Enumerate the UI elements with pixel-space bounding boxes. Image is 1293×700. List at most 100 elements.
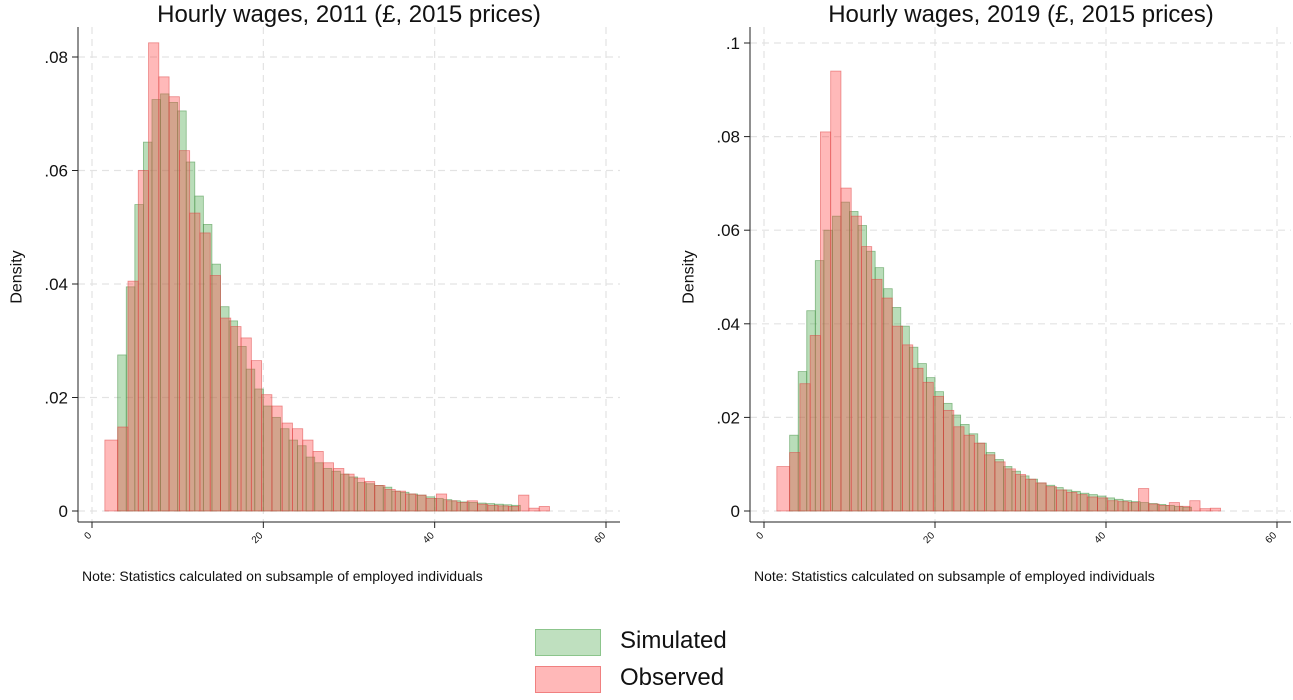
- bar-observed-14: [250, 360, 263, 512]
- bar-observed-25: [364, 481, 376, 512]
- bar-observed-41: [1199, 508, 1211, 512]
- bar-observed-4: [820, 131, 832, 512]
- bar-observed-0: [104, 439, 119, 512]
- bar-observed-13: [240, 337, 252, 512]
- bar-observed-25: [1035, 482, 1047, 512]
- bar-observed-15: [261, 394, 273, 512]
- bar-observed-33: [1117, 501, 1129, 512]
- bar-observed-24: [353, 477, 365, 512]
- x-tick-label-3: 60: [1263, 530, 1279, 546]
- bar-observed-30: [1086, 496, 1098, 512]
- bar-observed-7: [850, 215, 862, 512]
- y-tick-label-3: .06: [44, 162, 68, 181]
- bar-observed-16: [271, 405, 283, 512]
- bar-observed-40: [518, 494, 530, 512]
- bar-observed-7: [178, 150, 191, 512]
- bar-observed-22: [333, 468, 345, 512]
- y-tick-label-2: .04: [44, 275, 68, 294]
- y-tick-label-4: .08: [44, 48, 68, 67]
- bar-observed-28: [1066, 491, 1078, 512]
- y-axis-label: Density: [681, 250, 698, 303]
- x-tick-label-0: 0: [754, 530, 766, 542]
- bar-observed-41: [528, 507, 540, 512]
- bar-observed-18: [963, 434, 975, 512]
- bar-observed-27: [384, 489, 396, 512]
- bar-observed-3: [809, 335, 821, 512]
- bar-observed-21: [322, 462, 334, 512]
- bar-observed-16: [943, 409, 955, 512]
- bar-observed-26: [374, 485, 386, 512]
- y-tick-label-0: 0: [59, 502, 68, 521]
- bar-observed-19: [973, 442, 985, 512]
- y-tick-label-5: .1: [726, 34, 740, 53]
- bar-observed-37: [487, 504, 499, 512]
- bar-observed-42: [538, 506, 550, 512]
- x-tick-label-2: 40: [421, 530, 437, 546]
- bar-observed-10: [881, 297, 893, 512]
- bar-observed-8: [189, 212, 201, 512]
- bar-observed-24: [1025, 478, 1037, 512]
- bar-observed-3: [137, 170, 149, 512]
- bar-observed-14: [922, 381, 934, 512]
- bar-observed-18: [292, 428, 304, 512]
- bar-observed-28: [394, 490, 406, 512]
- y-axis-label: Density: [9, 250, 26, 303]
- bar-observed-5: [830, 70, 842, 512]
- bar-observed-2: [127, 280, 139, 512]
- bar-observed-4: [148, 42, 160, 512]
- bar-observed-20: [312, 451, 324, 512]
- bar-observed-8: [861, 246, 873, 512]
- x-tick-label-1: 20: [921, 530, 937, 546]
- legend: Simulated Observed: [535, 626, 835, 700]
- legend-label-observed: Observed: [620, 664, 725, 691]
- bar-observed-36: [1148, 503, 1160, 512]
- bar-observed-42: [1209, 507, 1221, 512]
- bar-observed-6: [168, 96, 180, 512]
- bar-observed-39: [1179, 505, 1191, 512]
- bar-observed-9: [199, 232, 211, 512]
- bar-observed-40: [1189, 500, 1201, 512]
- chart-note: Note: Statistics calculated on subsample…: [82, 568, 483, 584]
- bar-observed-21: [994, 461, 1006, 512]
- bar-observed-34: [456, 502, 468, 512]
- bar-observed-15: [932, 395, 944, 512]
- bar-observed-0: [776, 466, 791, 512]
- bar-observed-6: [840, 187, 852, 512]
- bar-observed-31: [1097, 497, 1109, 512]
- bar-observed-12: [902, 344, 914, 512]
- legend-label-simulated: Simulated: [620, 627, 727, 654]
- bar-observed-2: [799, 383, 811, 512]
- bar-observed-13: [912, 367, 924, 512]
- bar-observed-26: [1045, 486, 1057, 512]
- bar-observed-23: [1014, 474, 1027, 512]
- chart-panel-1: 0 .02 .04 .06 .08 0 20 40 60 Hourly wages, 2011 (…: [9, 1, 620, 584]
- bar-observed-11: [891, 325, 903, 512]
- chart-note: Note: Statistics calculated on subsample…: [754, 568, 1155, 584]
- y-tick-label-2: .04: [716, 315, 740, 334]
- legend-item-observed: Observed: [535, 663, 835, 700]
- bar-observed-10: [209, 275, 221, 512]
- bar-observed-31: [425, 498, 437, 512]
- bar-observed-32: [435, 493, 448, 512]
- bar-observed-37: [1158, 504, 1170, 512]
- bar-observed-36: [477, 503, 489, 512]
- bar-observed-20: [984, 454, 996, 512]
- y-tick-label-0: 0: [731, 502, 740, 521]
- bar-observed-29: [405, 493, 417, 512]
- bar-observed-30: [415, 494, 427, 512]
- bar-observed-33: [446, 500, 458, 512]
- bar-observed-38: [1168, 502, 1180, 512]
- legend-swatch-simulated: [535, 629, 601, 656]
- bar-observed-11: [220, 317, 232, 512]
- bar-observed-17: [281, 422, 293, 512]
- chart-title: Hourly wages, 2019 (£, 2015 prices): [828, 1, 1214, 28]
- x-tick-label-1: 20: [250, 530, 266, 546]
- bar-observed-12: [230, 326, 242, 512]
- bar-observed-17: [953, 426, 965, 512]
- y-tick-label-1: .02: [44, 389, 68, 408]
- bar-observed-38: [497, 505, 509, 512]
- bar-observed-23: [343, 473, 355, 512]
- bar-observed-32: [1107, 500, 1119, 512]
- bar-observed-29: [1076, 494, 1088, 512]
